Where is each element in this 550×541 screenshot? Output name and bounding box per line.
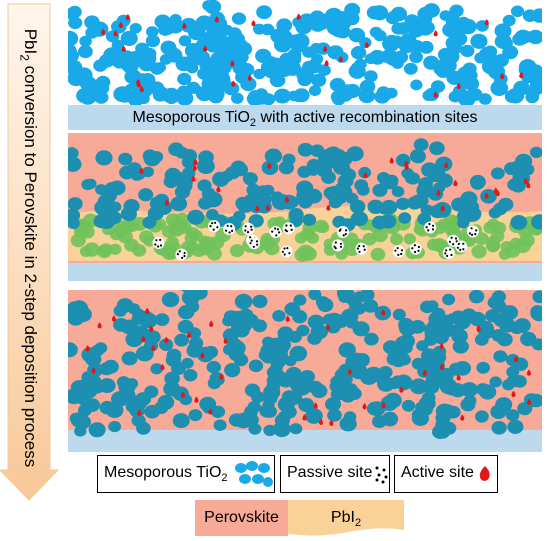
tio2-particle-layer-2 bbox=[68, 138, 542, 262]
legend-tio2-label: Mesoporous TiO2 bbox=[104, 464, 228, 485]
substrate bbox=[68, 263, 542, 281]
pbi2-swatch-label: PbI2 bbox=[330, 509, 362, 530]
particle-group bbox=[68, 138, 542, 232]
passive-sites bbox=[152, 220, 479, 261]
pbi2-swatch bbox=[288, 500, 404, 536]
panel-1-caption: Mesoporous TiO2 with active recombinatio… bbox=[68, 105, 542, 130]
process-arrow-label: PbI2 conversion to Perovskite in 2-step … bbox=[17, 28, 40, 468]
panel-2-partial-conversion bbox=[68, 133, 542, 283]
substrate bbox=[68, 430, 542, 452]
active-sites bbox=[85, 307, 532, 426]
process-arrow bbox=[0, 3, 60, 501]
active-sites bbox=[101, 13, 524, 98]
panel-3-full-conversion bbox=[68, 290, 542, 455]
panel-1-tio2 bbox=[59, 0, 548, 130]
legend-active-label: Active site bbox=[401, 464, 474, 481]
passive-site-icon bbox=[375, 466, 388, 484]
perovskite-swatch: Perovskite bbox=[195, 500, 288, 536]
legend-tio2: Mesoporous TiO2 bbox=[97, 455, 275, 493]
tio2-cluster-icon bbox=[235, 461, 273, 487]
active-sites bbox=[139, 157, 531, 212]
legend-active-site: Active site bbox=[394, 455, 498, 493]
active-site-icon bbox=[479, 466, 490, 481]
process-arrow-shape bbox=[0, 3, 60, 501]
tio2-particle-layer-3 bbox=[68, 290, 542, 439]
particle-group bbox=[59, 0, 548, 107]
particle-group bbox=[68, 290, 542, 439]
legend-passive-label: Passive site bbox=[287, 464, 373, 481]
tio2-particle-layer bbox=[59, 0, 548, 107]
legend-passive-site: Passive site bbox=[280, 455, 390, 493]
